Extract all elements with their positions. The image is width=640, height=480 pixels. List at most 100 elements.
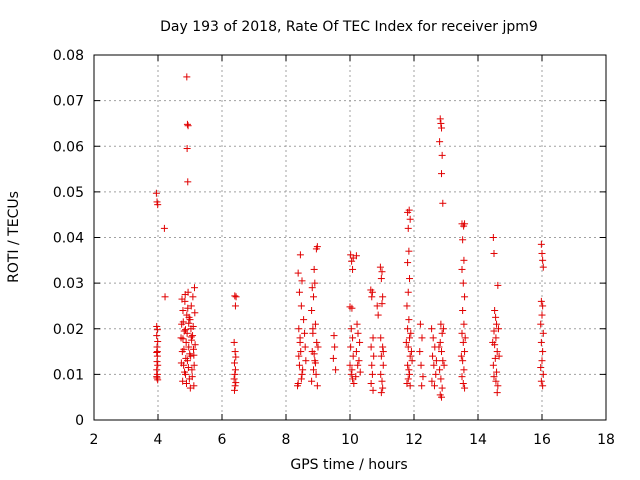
- data-point: [185, 319, 193, 327]
- data-point: [230, 338, 238, 346]
- data-point: [374, 311, 382, 319]
- data-point: [184, 364, 192, 372]
- data-point: [428, 325, 436, 333]
- data-point: [493, 368, 501, 376]
- x-tick-label: 16: [533, 432, 551, 448]
- data-point: [310, 293, 318, 301]
- data-point: [183, 145, 191, 153]
- data-point: [356, 368, 364, 376]
- data-point: [231, 366, 239, 374]
- data-point: [458, 373, 466, 381]
- data-point: [489, 338, 497, 346]
- data-point: [436, 338, 444, 346]
- data-point: [353, 320, 361, 328]
- data-point: [329, 354, 337, 362]
- data-point: [459, 307, 467, 314]
- data-point: [459, 357, 467, 365]
- data-point: [154, 361, 162, 369]
- data-point: [436, 138, 444, 146]
- data-point: [492, 377, 500, 385]
- data-point: [161, 293, 169, 301]
- data-point: [182, 338, 190, 346]
- data-point: [178, 295, 186, 303]
- data-point: [537, 338, 545, 346]
- data-point: [350, 380, 358, 387]
- data-point: [189, 332, 197, 340]
- data-point: [458, 265, 466, 273]
- y-tick-label: 0.05: [53, 185, 84, 201]
- data-point: [490, 327, 498, 335]
- data-point: [188, 373, 196, 381]
- data-point: [538, 249, 546, 257]
- data-point: [405, 206, 413, 214]
- data-point: [417, 361, 425, 369]
- data-point: [369, 334, 377, 342]
- data-point: [416, 348, 424, 356]
- data-point: [295, 352, 303, 360]
- data-point: [190, 382, 198, 390]
- data-point: [153, 373, 161, 381]
- y-tick-label: 0.06: [53, 139, 84, 155]
- data-point: [299, 366, 307, 374]
- data-point: [430, 382, 438, 390]
- data-point: [352, 252, 360, 260]
- data-point: [491, 307, 499, 314]
- data-point: [308, 377, 316, 385]
- data-point: [432, 357, 440, 365]
- data-point: [377, 370, 385, 378]
- y-tick-labels: 0 0.01 0.02 0.03 0.04 0.05 0.06 0.07 0.08: [53, 48, 84, 429]
- data-point: [354, 329, 362, 337]
- data-point: [184, 304, 192, 312]
- data-point: [187, 302, 195, 310]
- data-point: [418, 334, 426, 342]
- y-tick-label: 0.01: [53, 367, 84, 383]
- data-point: [298, 370, 306, 378]
- data-point: [232, 353, 240, 361]
- data-point: [379, 384, 387, 392]
- data-point: [437, 320, 445, 328]
- data-point: [537, 364, 545, 372]
- data-point: [405, 366, 413, 374]
- data-point: [406, 215, 414, 223]
- data-point: [493, 389, 501, 397]
- data-point: [181, 368, 189, 376]
- data-point: [295, 325, 303, 333]
- data-point: [184, 178, 192, 186]
- data-point: [301, 329, 309, 337]
- data-point: [347, 343, 355, 351]
- data-point: [539, 329, 547, 337]
- data-point: [438, 393, 446, 401]
- data-point: [181, 291, 189, 299]
- data-point: [494, 325, 502, 333]
- x-tick-label: 4: [154, 432, 163, 448]
- data-point: [435, 343, 443, 351]
- data-point: [489, 361, 497, 369]
- data-point: [461, 384, 469, 392]
- data-point: [183, 73, 191, 81]
- data-point: [297, 302, 305, 310]
- data-point: [367, 380, 375, 387]
- data-point: [404, 343, 412, 351]
- data-point: [153, 322, 161, 330]
- data-point: [461, 348, 469, 356]
- data-point: [311, 359, 319, 367]
- data-point: [231, 302, 239, 310]
- data-point: [153, 326, 161, 334]
- data-point: [184, 122, 192, 130]
- data-point: [377, 275, 385, 283]
- data-point: [436, 115, 444, 123]
- data-point: [379, 293, 387, 301]
- data-point: [377, 334, 385, 342]
- data-point: [191, 309, 199, 317]
- data-point: [539, 382, 547, 390]
- data-point: [377, 352, 385, 360]
- data-point: [177, 359, 185, 367]
- data-point: [349, 352, 357, 360]
- data-point: [187, 333, 195, 341]
- data-point: [308, 284, 316, 292]
- data-point: [538, 311, 546, 319]
- y-axis-label: ROTI / TECUs: [6, 191, 22, 283]
- data-point: [231, 370, 239, 378]
- data-point: [186, 384, 194, 392]
